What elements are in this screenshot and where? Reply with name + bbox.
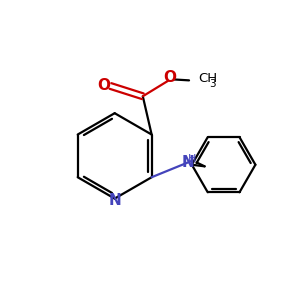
Text: H: H	[188, 154, 196, 164]
Text: O: O	[163, 70, 176, 85]
Text: N: N	[182, 155, 194, 170]
Text: 3: 3	[210, 79, 216, 89]
Text: N: N	[108, 194, 121, 208]
Text: O: O	[98, 78, 110, 93]
Text: CH: CH	[199, 71, 218, 85]
